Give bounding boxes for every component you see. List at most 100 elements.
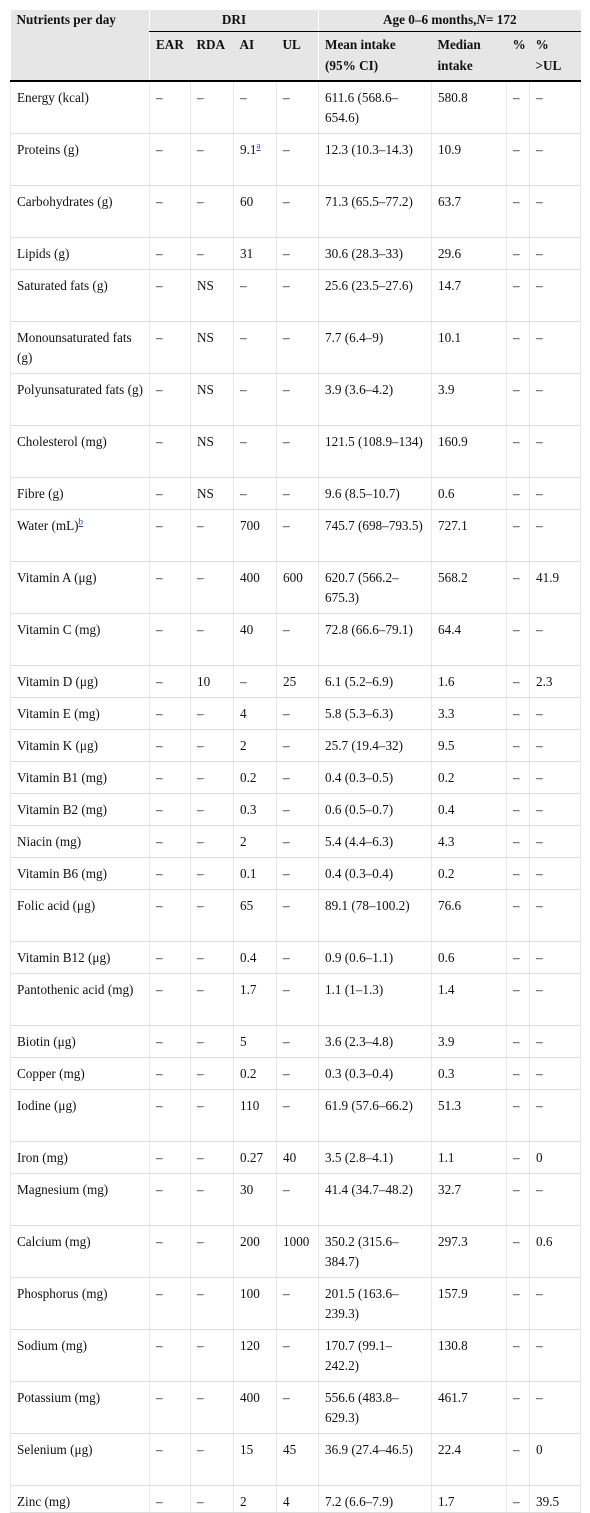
ear-value: – (149, 477, 191, 510)
median-intake-value: 1.7 (431, 1485, 507, 1513)
ul-value-text: – (283, 518, 290, 533)
rda-value-text: – (197, 1286, 204, 1301)
median-intake-value-text: 0.6 (438, 486, 455, 501)
rda-value-text: – (197, 142, 204, 157)
ul-value: – (276, 185, 319, 238)
ai-value-text: 200 (240, 1234, 260, 1249)
median-intake-value: 63.7 (431, 185, 507, 238)
ai-value: 2 (233, 1485, 277, 1513)
nutrient-name: Calcium (mg) (10, 1225, 150, 1278)
nutrient-name: Saturated fats (g) (10, 269, 150, 322)
nutrient-name: Copper (mg) (10, 1057, 150, 1090)
mean-intake-value: 201.5 (163.6–239.3) (318, 1277, 432, 1330)
pct-value: – (506, 857, 530, 890)
pct-ul-value-text: 2.3 (536, 674, 553, 689)
rda-value-text: – (197, 898, 204, 913)
median-intake-value-text: 0.6 (438, 950, 455, 965)
nutrient-name: Vitamin B1 (mg) (10, 761, 150, 794)
footnote-link[interactable]: b (78, 516, 84, 527)
nutrient-name: Folic acid (μg) (10, 889, 150, 942)
ear-value-text: – (156, 1494, 163, 1509)
ai-value: 0.2 (233, 761, 277, 794)
pct-ul-value-text: 39.5 (536, 1494, 560, 1509)
table-row: Folic acid (μg) – – 65 – 89.1 (78–100.2) 76.6 –… (10, 889, 582, 942)
ear-value-text: – (156, 570, 163, 585)
ear-value-text: – (156, 738, 163, 753)
pct-ul-value-text: – (536, 834, 543, 849)
ear-value-text: – (156, 674, 163, 689)
median-intake-value: 0.4 (431, 793, 507, 826)
ul-value: – (276, 1173, 319, 1226)
nutrient-name: Vitamin B6 (mg) (10, 857, 150, 890)
ear-value: – (149, 1173, 191, 1226)
ear-value: – (149, 509, 191, 562)
ear-value-text: – (156, 1390, 163, 1405)
median-intake-value-text: 461.7 (438, 1390, 468, 1405)
median-intake-value: 1.4 (431, 973, 507, 1026)
median-intake-value-text: 1.1 (438, 1150, 455, 1165)
nutrient-name-text: Magnesium (mg) (17, 1182, 109, 1197)
ul-value-text: – (283, 950, 290, 965)
rda-value-text: – (197, 1034, 204, 1049)
mean-intake-value-text: 25.7 (19.4–32) (325, 738, 404, 753)
nutrient-name: Sodium (mg) (10, 1329, 150, 1382)
ear-value-text: – (156, 1098, 163, 1113)
median-intake-value-text: 160.9 (438, 434, 468, 449)
ear-value: – (149, 613, 191, 666)
ul-value: – (276, 825, 319, 858)
table-row: Polyunsaturated fats (g) – NS – –3.9 (3.6–4.… (10, 373, 582, 426)
ai-value: – (233, 81, 277, 134)
nutrient-name-text: Polyunsaturated fats (g) (17, 382, 143, 397)
ai-value-text: 2 (240, 738, 247, 753)
ear-value: – (149, 1225, 191, 1278)
mean-intake-value: 25.6 (23.5–27.6) (318, 269, 432, 322)
pct-ul-value: – (529, 1329, 582, 1382)
nutrient-name-text: Cholesterol (mg) (17, 434, 107, 449)
ai-value: 200 (233, 1225, 277, 1278)
ear-value: – (149, 185, 191, 238)
median-intake-value: 1.6 (431, 665, 507, 698)
ear-value: – (149, 1025, 191, 1058)
rda-value-text: – (197, 950, 204, 965)
median-intake-value: 1.1 (431, 1141, 507, 1174)
rda-value: – (190, 509, 234, 562)
footnote-link[interactable]: a (256, 140, 261, 151)
rda-value-text: NS (197, 434, 214, 449)
pct-ul-value-text: – (536, 1338, 543, 1353)
ul-value: – (276, 269, 319, 322)
pct-ul-value-text: – (536, 738, 543, 753)
ai-value-text: – (240, 434, 247, 449)
mean-intake-value: 0.4 (0.3–0.5) (318, 761, 432, 794)
ai-value: 400 (233, 1381, 277, 1434)
median-intake-value: 3.3 (431, 697, 507, 730)
pct-value: – (506, 509, 530, 562)
pct-value: – (506, 321, 530, 374)
mean-intake-value-text: 72.8 (66.6–79.1) (325, 622, 413, 637)
pct-ul-value-text: – (536, 1390, 543, 1405)
median-intake-value: 727.1 (431, 509, 507, 562)
header-mean-intake: Mean intake (95% CI) (318, 31, 432, 82)
ai-value-text: 4 (240, 706, 247, 721)
ul-value: 4 (276, 1485, 319, 1513)
ear-value: – (149, 941, 191, 974)
mean-intake-value: 3.9 (3.6–4.2) (318, 373, 432, 426)
nutrient-name: Vitamin D (μg) (10, 665, 150, 698)
ear-value: – (149, 1141, 191, 1174)
pct-value-text: – (513, 622, 520, 637)
pct-value: – (506, 1089, 530, 1142)
mean-intake-value: 7.2 (6.6–7.9) (318, 1485, 432, 1513)
ear-value-text: – (156, 622, 163, 637)
nutrient-name: Monounsaturated fats (g) (10, 321, 150, 374)
median-intake-value: 3.9 (431, 1025, 507, 1058)
pct-ul-value-text: – (536, 866, 543, 881)
ul-value: – (276, 729, 319, 762)
ai-value: 30 (233, 1173, 277, 1226)
pct-value: – (506, 1025, 530, 1058)
ul-value: 1000 (276, 1225, 319, 1278)
median-intake-value: 76.6 (431, 889, 507, 942)
mean-intake-value: 0.3 (0.3–0.4) (318, 1057, 432, 1090)
mean-intake-value: 12.3 (10.3–14.3) (318, 133, 432, 186)
ul-value: – (276, 1057, 319, 1090)
pct-ul-value-text: – (536, 486, 543, 501)
pct-ul-value: 39.5 (529, 1485, 582, 1513)
